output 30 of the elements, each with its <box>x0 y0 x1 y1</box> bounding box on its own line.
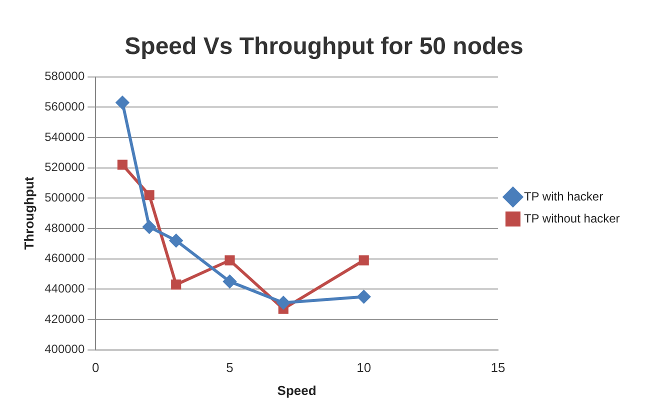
point <box>142 220 156 234</box>
x-tick-label: 5 <box>226 360 234 376</box>
point <box>171 280 182 290</box>
point <box>358 255 369 266</box>
y-tick-label: 460000 <box>44 251 85 266</box>
y-tick-label: 480000 <box>44 220 85 235</box>
y-tick-label: 420000 <box>44 312 85 326</box>
point <box>116 96 129 110</box>
x-tick-label: 10 <box>356 360 372 376</box>
chart-title: Speed Vs Throughput for 50 nodes <box>124 33 524 60</box>
y-axis-title: Throughput <box>21 176 36 250</box>
legend-label: TP with hacker <box>524 189 604 204</box>
legend-label: TP without hacker <box>524 211 620 226</box>
point <box>276 296 290 310</box>
x-tick-label: 15 <box>490 360 506 376</box>
x-axis-title: Speed <box>277 382 316 398</box>
y-tick-label: 540000 <box>44 130 85 144</box>
y-tick-label: 400000 <box>44 342 85 356</box>
point <box>170 234 183 248</box>
y-tick-label: 520000 <box>44 160 85 174</box>
y-tick-label: 500000 <box>44 190 85 204</box>
y-tick-label: 560000 <box>44 99 85 114</box>
y-tick-label: 580000 <box>44 69 85 84</box>
y-tick-label: 440000 <box>44 281 85 296</box>
point <box>357 290 370 304</box>
x-tick-label: 0 <box>92 360 100 376</box>
point <box>224 255 235 266</box>
point <box>144 190 154 200</box>
point <box>117 160 128 170</box>
point <box>223 275 236 288</box>
